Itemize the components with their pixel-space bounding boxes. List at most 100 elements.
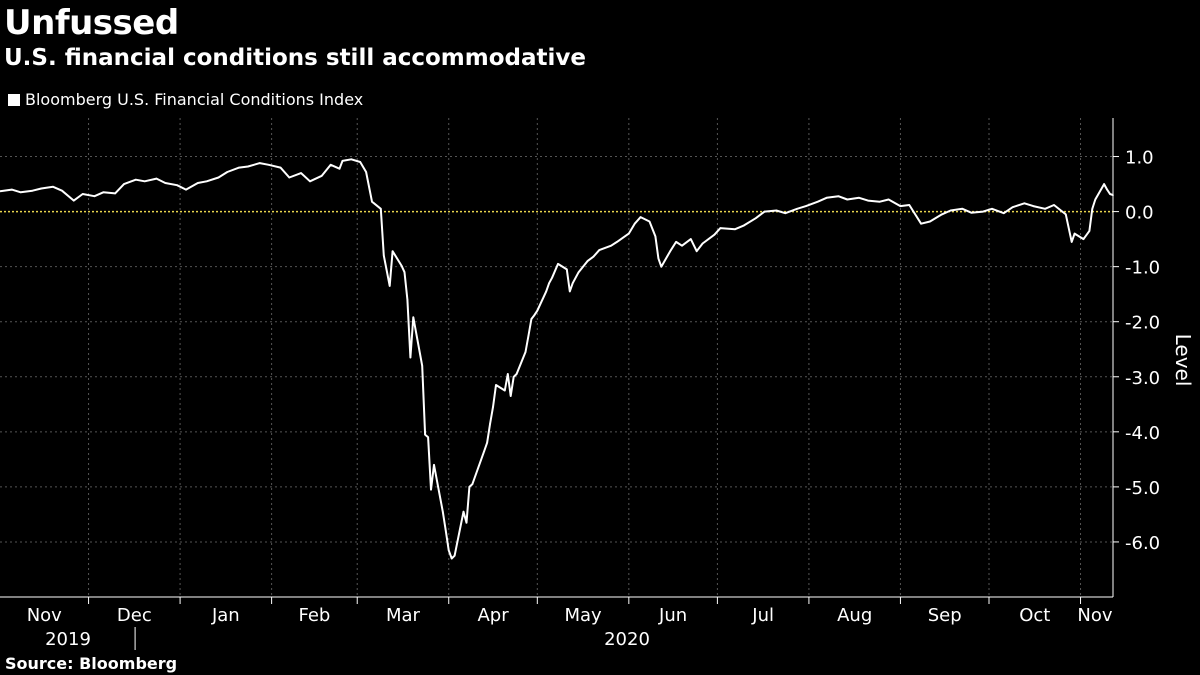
data-point <box>929 220 931 223</box>
data-point <box>701 242 704 245</box>
data-point <box>1044 208 1046 210</box>
data-point <box>713 233 716 236</box>
data-point <box>660 265 663 268</box>
data-point <box>465 521 468 524</box>
data-point <box>858 197 860 199</box>
data-point <box>495 384 497 386</box>
data-point <box>577 271 580 274</box>
data-point <box>406 298 409 301</box>
y-axis-title: Level <box>1171 334 1195 387</box>
data-point <box>447 549 450 551</box>
x-tick-label: Nov <box>27 605 62 626</box>
data-point <box>338 167 341 170</box>
data-point <box>259 162 261 164</box>
y-tick-label: -1.0 <box>1125 258 1160 279</box>
y-tick-label: -3.0 <box>1125 368 1160 389</box>
data-point <box>763 210 766 213</box>
data-point <box>920 222 922 225</box>
data-point <box>359 161 362 163</box>
data-point <box>846 198 849 201</box>
grid <box>0 118 1113 597</box>
data-point <box>442 510 444 513</box>
data-point <box>598 249 601 251</box>
data-point <box>610 244 612 247</box>
data-point <box>114 192 116 195</box>
data-point <box>592 255 595 258</box>
x-tick-label: Sep <box>928 605 962 626</box>
data-point <box>586 260 589 262</box>
data-point <box>341 160 344 162</box>
data-point <box>557 263 559 265</box>
data-point <box>61 189 63 192</box>
data-point <box>530 318 533 320</box>
x-tick-label: Aug <box>837 605 872 626</box>
data-point <box>695 250 698 252</box>
data-point <box>155 177 158 180</box>
x-axis: Nov Dec Jan Feb Mar Apr May Jun Jul Aug Sep Oct Nov 2… <box>0 596 1113 650</box>
data-point <box>19 191 22 194</box>
data-point <box>143 180 146 183</box>
data-point <box>371 200 373 203</box>
data-point <box>1032 205 1035 207</box>
x-tick-label: Mar <box>386 605 421 626</box>
data-point <box>267 164 270 166</box>
data-point <box>309 180 311 183</box>
data-point <box>796 208 798 210</box>
data-point <box>380 208 382 210</box>
y-tick-label: -5.0 <box>1125 478 1160 499</box>
series-line <box>0 158 1114 560</box>
data-point <box>533 314 536 316</box>
x-tick-label: May <box>564 605 602 626</box>
data-point <box>164 182 167 184</box>
data-point <box>654 235 657 238</box>
data-point <box>681 244 683 247</box>
data-point <box>639 216 642 218</box>
data-point <box>548 282 550 285</box>
data-point <box>1011 206 1014 208</box>
data-point <box>1023 202 1026 205</box>
data-point <box>507 373 509 375</box>
data-point <box>899 205 902 207</box>
data-point <box>492 406 494 408</box>
data-point <box>52 186 54 188</box>
data-point <box>102 191 105 194</box>
data-point <box>40 187 43 190</box>
data-point <box>675 241 677 243</box>
data-point <box>805 205 807 207</box>
data-point <box>1073 232 1076 235</box>
data-point <box>1003 212 1005 214</box>
data-point <box>536 309 539 312</box>
data-point <box>350 158 353 161</box>
data-point <box>462 510 465 513</box>
data-point <box>226 171 229 173</box>
data-point <box>445 530 447 532</box>
data-point <box>486 442 488 444</box>
data-point <box>365 171 367 173</box>
data-point <box>185 188 187 191</box>
data-point <box>279 166 282 169</box>
x-tick-label: Jan <box>211 605 240 626</box>
x-tick-label: Dec <box>117 605 152 626</box>
data-point <box>775 209 778 212</box>
data-point <box>93 195 96 197</box>
data-point <box>628 232 630 235</box>
series-group <box>0 158 1114 560</box>
data-point <box>321 175 323 177</box>
data-point <box>1053 204 1055 206</box>
data-point <box>471 483 474 485</box>
data-point <box>949 209 952 212</box>
data-point <box>1094 198 1097 201</box>
source-note: Source: Bloomberg <box>5 654 178 673</box>
data-point <box>1065 213 1067 216</box>
data-point <box>197 182 199 184</box>
y-axis: 1.0 0.0 -1.0 -2.0 -3.0 -4.0 -5.0 -6.0 Level <box>1112 118 1195 597</box>
data-point <box>11 188 13 191</box>
data-point <box>817 200 819 203</box>
data-point <box>648 220 651 223</box>
data-point <box>941 213 943 216</box>
data-point <box>669 250 671 252</box>
data-point <box>424 433 426 436</box>
data-point <box>123 183 125 185</box>
data-point <box>784 212 787 214</box>
data-point <box>545 290 547 293</box>
